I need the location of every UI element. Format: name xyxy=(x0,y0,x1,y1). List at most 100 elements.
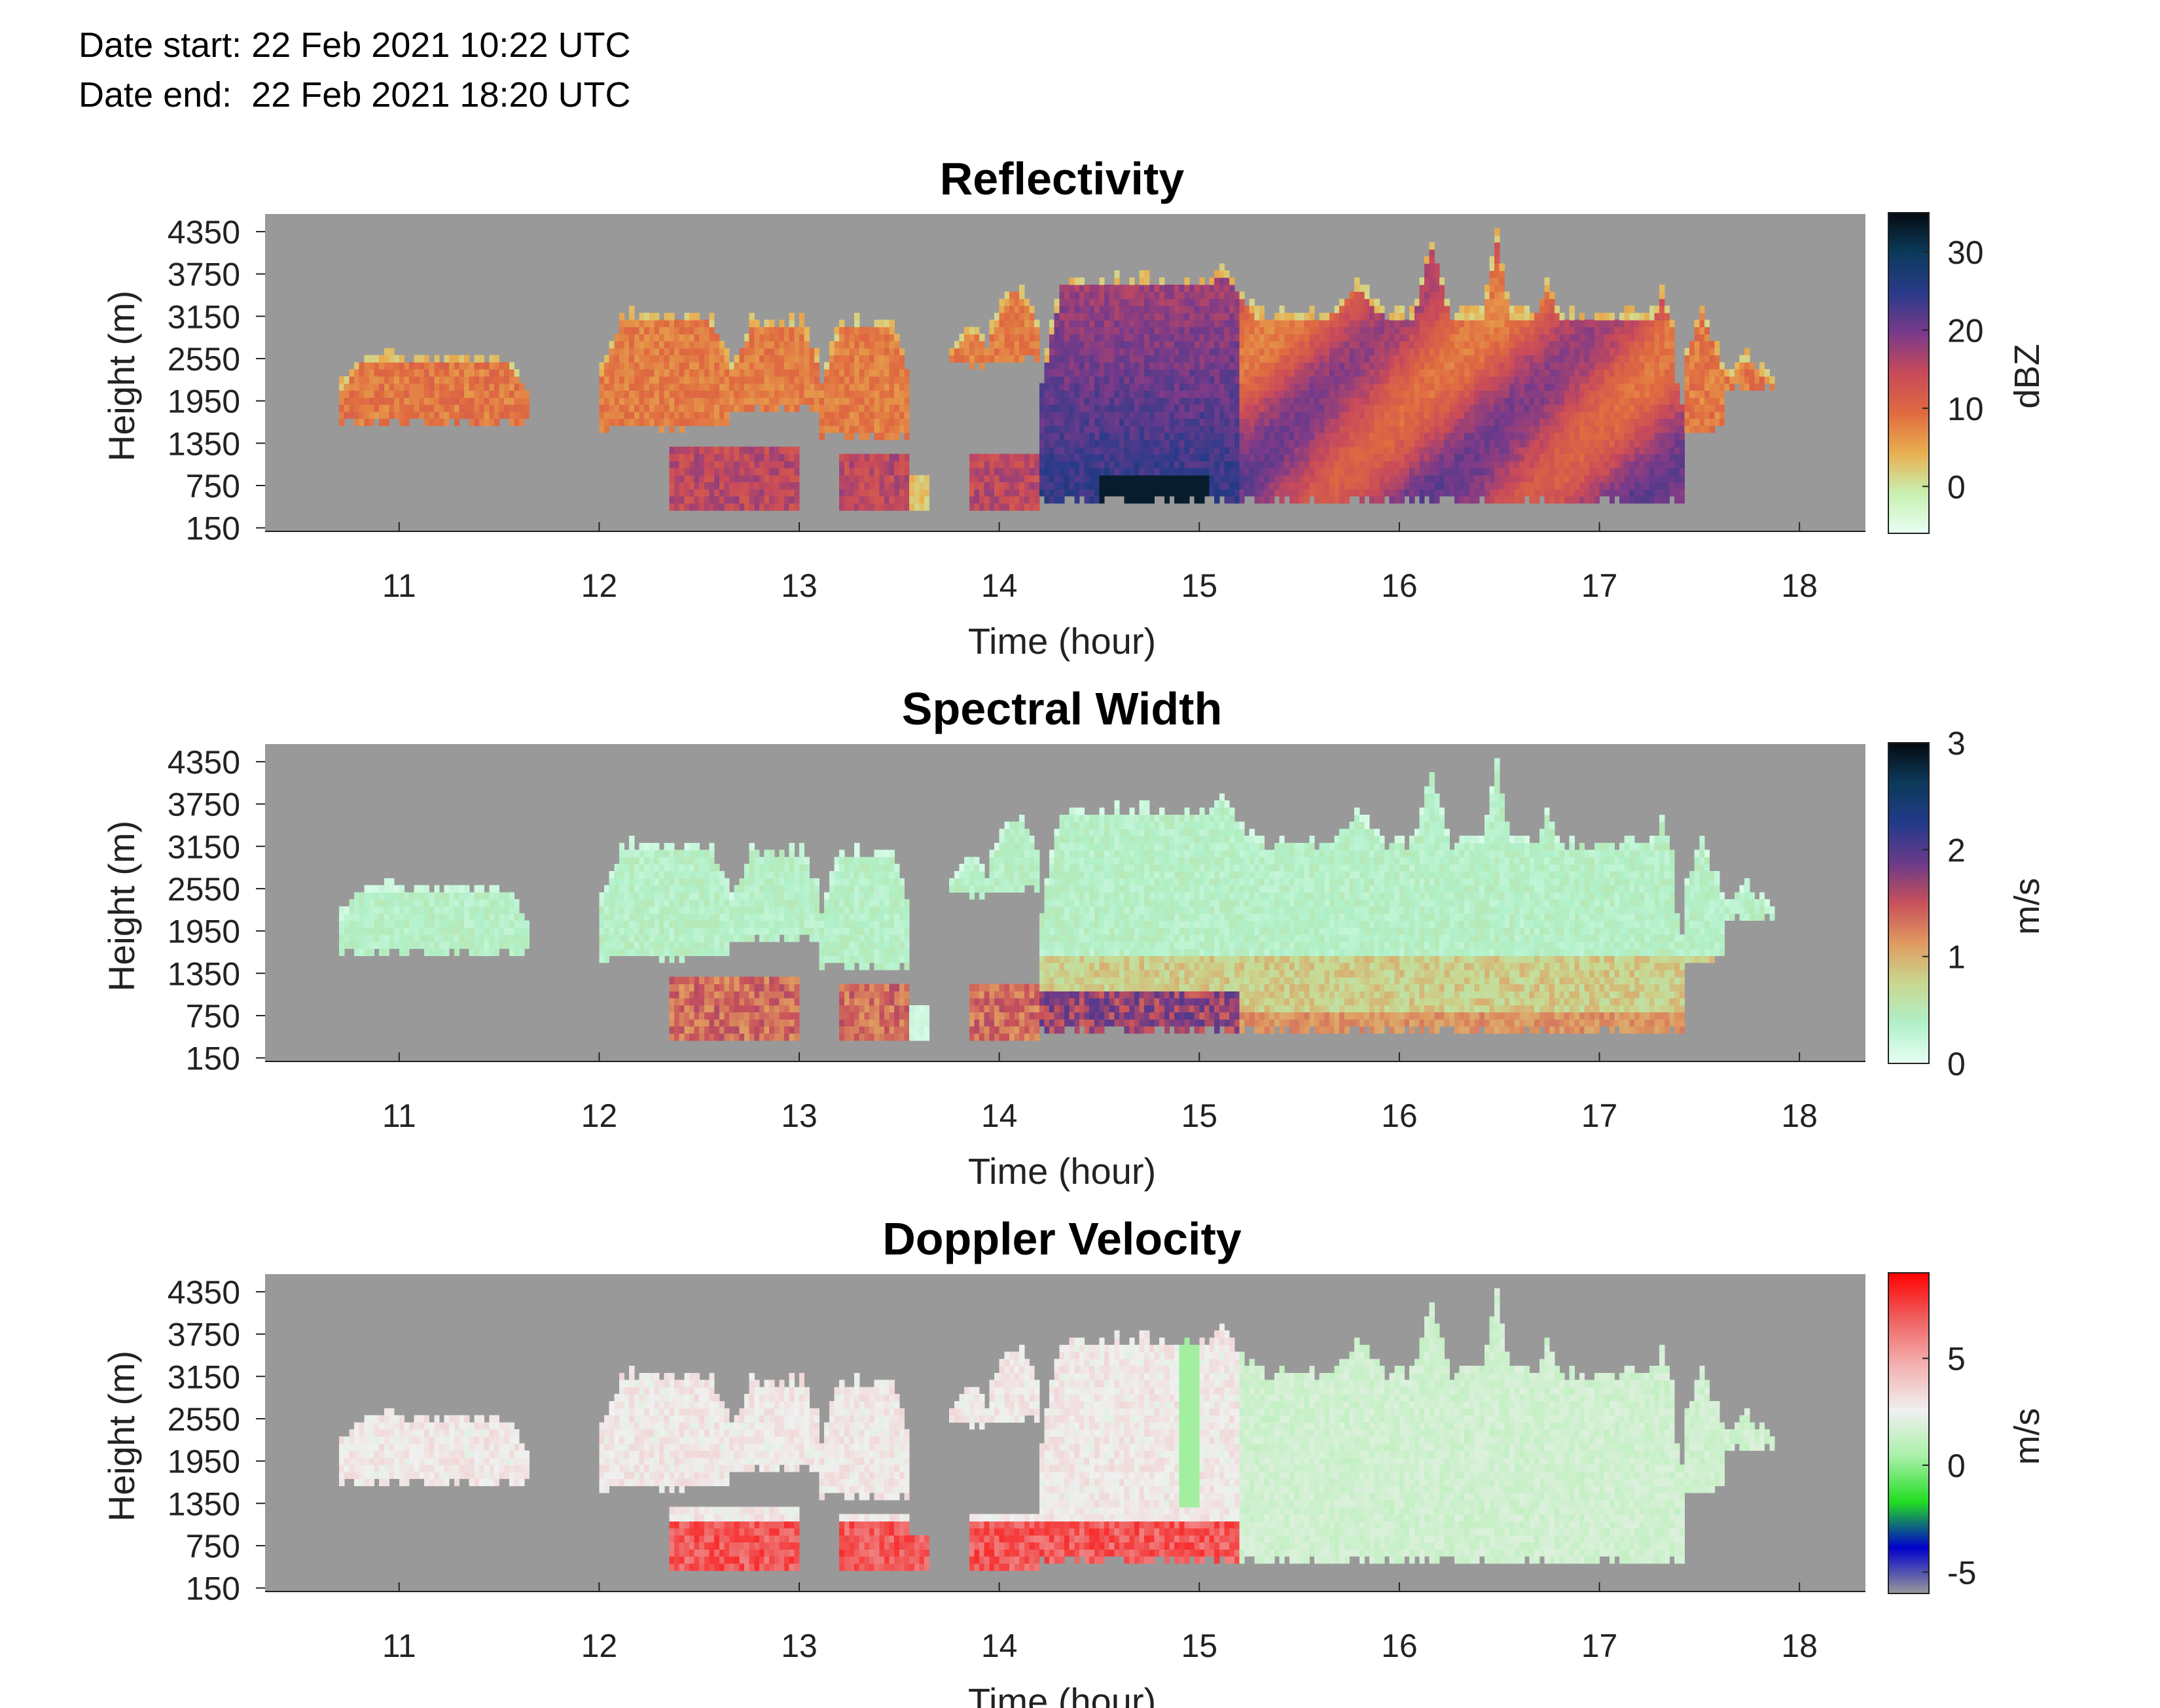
heatmap-cell xyxy=(724,390,730,398)
heatmap-cell xyxy=(1269,334,1275,342)
heatmap-cell xyxy=(1084,482,1090,489)
heatmap-cell xyxy=(1404,390,1410,398)
heatmap-cell xyxy=(734,404,740,412)
heatmap-cell xyxy=(879,496,885,504)
heatmap-cell xyxy=(754,461,760,469)
heatmap-cell xyxy=(1209,355,1215,363)
heatmap-cell xyxy=(839,418,845,426)
heatmap-cell xyxy=(354,404,360,412)
heatmap-cell xyxy=(904,376,910,384)
heatmap-cell xyxy=(744,404,750,412)
heatmap-cell xyxy=(1304,489,1310,497)
heatmap-cell xyxy=(1144,461,1150,469)
heatmap-cell xyxy=(1579,312,1585,321)
heatmap-cell xyxy=(1199,397,1205,405)
heatmap-cell xyxy=(1524,355,1530,363)
heatmap-cell xyxy=(1274,390,1280,398)
heatmap-cell xyxy=(804,383,810,391)
heatmap-cell xyxy=(1424,284,1430,293)
heatmap-cell xyxy=(1214,390,1220,398)
heatmap-cell xyxy=(1109,341,1115,349)
heatmap-cell xyxy=(1429,369,1435,377)
heatmap-cell xyxy=(419,362,425,370)
heatmap-cell xyxy=(1444,319,1450,328)
heatmap-cell xyxy=(879,418,885,426)
heatmap-cell xyxy=(1399,341,1405,349)
heatmap-cell xyxy=(599,425,605,433)
heatmap-cell xyxy=(1284,418,1290,426)
heatmap-cell xyxy=(1359,425,1365,433)
heatmap-cell xyxy=(1279,474,1285,483)
heatmap-cell xyxy=(769,376,775,384)
heatmap-cell xyxy=(1449,376,1455,384)
heatmap-cell xyxy=(1479,433,1485,440)
heatmap-cell xyxy=(1019,334,1025,342)
heatmap-cell xyxy=(799,369,805,377)
heatmap-cell xyxy=(779,390,785,398)
heatmap-cell xyxy=(719,347,725,356)
heatmap-cell xyxy=(439,369,445,377)
heatmap-cell xyxy=(1074,418,1080,426)
heatmap-cell xyxy=(1564,461,1570,469)
heatmap-cell xyxy=(1414,383,1420,391)
heatmap-cell xyxy=(1264,482,1270,489)
heatmap-cell xyxy=(1209,334,1215,342)
heatmap-cell xyxy=(359,383,365,391)
heatmap-cell xyxy=(1389,411,1395,419)
heatmap-cell xyxy=(1214,355,1220,363)
heatmap-cell xyxy=(1119,312,1125,321)
heatmap-cell xyxy=(1534,334,1540,342)
heatmap-cell xyxy=(1154,284,1160,293)
heatmap-cell xyxy=(1519,347,1525,356)
heatmap-cell xyxy=(999,334,1005,342)
heatmap-cell xyxy=(1494,291,1500,299)
heatmap-cell xyxy=(1064,446,1070,455)
heatmap-cell xyxy=(1024,474,1030,483)
heatmap-cell xyxy=(1179,341,1185,349)
heatmap-cell xyxy=(1074,411,1080,419)
heatmap-cell xyxy=(1414,334,1420,342)
heatmap-cell xyxy=(659,425,665,433)
heatmap-cell xyxy=(1324,404,1330,412)
heatmap-cell xyxy=(1349,397,1355,405)
heatmap-cell xyxy=(384,347,389,356)
heatmap-cell xyxy=(1049,334,1055,342)
heatmap-cell xyxy=(909,482,915,489)
heatmap-cell xyxy=(1469,433,1475,440)
heatmap-cell xyxy=(1049,390,1055,398)
heatmap-cell xyxy=(974,327,980,334)
heatmap-cell xyxy=(669,376,675,384)
heatmap-cell xyxy=(639,319,645,328)
heatmap-cell xyxy=(1304,383,1310,391)
heatmap-cell xyxy=(849,461,855,469)
heatmap-cell xyxy=(1229,425,1235,433)
heatmap-cell xyxy=(1064,341,1070,349)
heatmap-cell xyxy=(1169,474,1175,483)
heatmap-cell xyxy=(719,474,725,483)
heatmap-cell xyxy=(1039,411,1045,419)
heatmap-cell xyxy=(1169,284,1175,293)
heatmap-cell xyxy=(734,446,740,455)
heatmap-cell xyxy=(1089,496,1095,504)
heatmap-cell xyxy=(1484,347,1490,356)
heatmap-cell xyxy=(1434,425,1440,433)
heatmap-cell xyxy=(1414,439,1420,448)
heatmap-cell xyxy=(689,446,695,455)
heatmap-cell xyxy=(1044,411,1050,419)
date-start-text: Date start: 22 Feb 2021 10:22 UTC xyxy=(79,26,631,65)
heatmap-cell xyxy=(1534,347,1540,356)
heatmap-cell xyxy=(1164,334,1170,342)
heatmap-cell xyxy=(1189,397,1195,405)
heatmap-cell xyxy=(459,355,465,363)
heatmap-cell xyxy=(829,397,835,405)
heatmap-cell xyxy=(489,404,495,412)
heatmap-cell xyxy=(1489,397,1495,405)
heatmap-cell xyxy=(899,411,905,419)
heatmap-cell xyxy=(1184,347,1190,356)
heatmap-cell xyxy=(1399,383,1405,391)
heatmap-cell xyxy=(1364,312,1370,321)
heatmap-cell xyxy=(1154,312,1160,321)
heatmap-cell xyxy=(1324,496,1330,504)
heatmap-cell xyxy=(869,390,875,398)
heatmap-cell xyxy=(1079,306,1085,313)
